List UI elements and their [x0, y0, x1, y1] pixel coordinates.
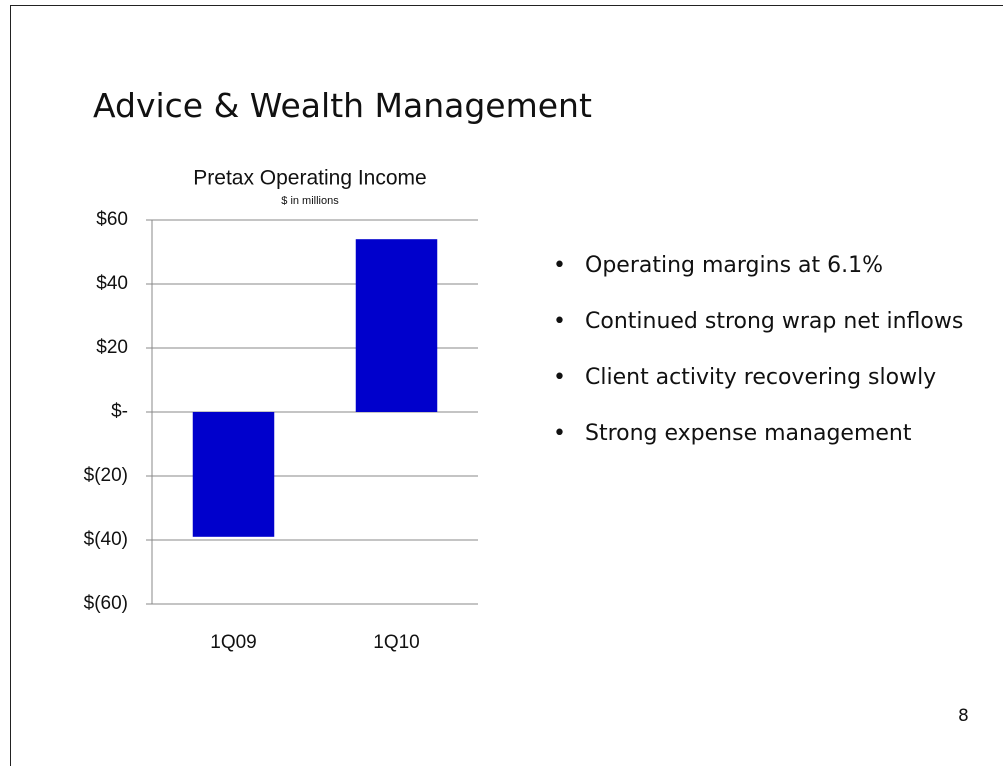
x-tick-label: 1Q10 [373, 632, 419, 653]
bullet: Operating margins at 6.1% [553, 250, 973, 282]
bullet-list: Operating margins at 6.1% Continued stron… [553, 250, 973, 474]
y-tick-label: $20 [96, 337, 128, 358]
slide-title: Advice & Wealth Management [93, 86, 592, 125]
y-tick-label: $(60) [84, 593, 128, 614]
chart: Pretax Operating Income $ in millions $(… [84, 167, 478, 653]
page-number: 8 [958, 706, 969, 726]
bullet: Client activity recovering slowly [553, 362, 973, 394]
slide-frame [10, 5, 1003, 766]
y-tick-label: $60 [96, 209, 128, 230]
y-tick-label: $(20) [84, 465, 128, 486]
chart-subtitle: $ in millions [281, 195, 339, 207]
bullet: Continued strong wrap net inflows [553, 306, 973, 338]
y-tick-label: $- [111, 401, 128, 422]
y-tick-label: $(40) [84, 529, 128, 550]
x-tick-label: 1Q09 [210, 632, 256, 653]
bar [355, 239, 438, 412]
bullet: Strong expense management [553, 418, 973, 450]
bar [192, 412, 275, 537]
y-tick-label: $40 [96, 273, 128, 294]
chart-title: Pretax Operating Income [193, 167, 426, 190]
